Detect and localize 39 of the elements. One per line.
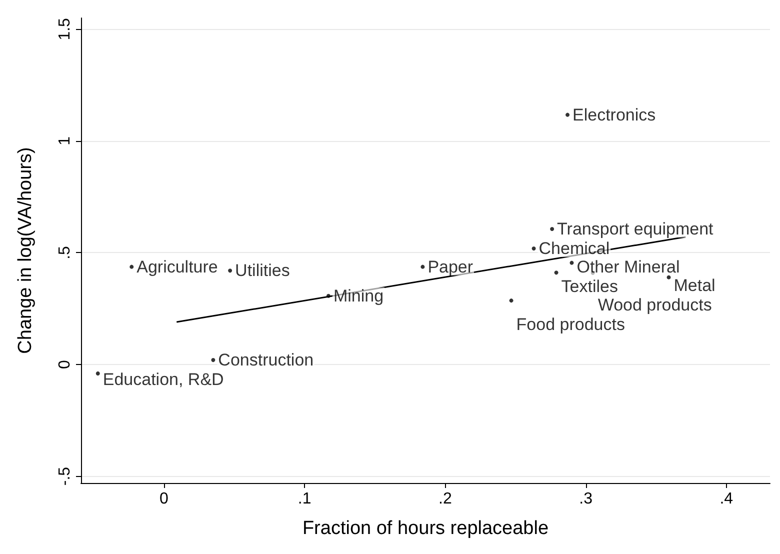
point (420, 264, 425, 269)
point (550, 227, 554, 232)
data-label: Metal (674, 276, 716, 295)
data-label: Chemical (538, 238, 610, 258)
data-label: Utilities (235, 261, 290, 280)
point (130, 264, 134, 269)
data-label: Mining (333, 286, 384, 306)
x-axis-title: Fraction of hours replaceable (302, 518, 549, 539)
data-label: Wood products (598, 295, 712, 314)
y-tick-label: 0 (56, 360, 74, 369)
point (554, 270, 558, 275)
y-tick-label: .5 (56, 246, 74, 260)
x-tick-label: .3 (579, 490, 593, 508)
data-label: Paper (428, 257, 474, 276)
data-label: Electronics (572, 105, 656, 124)
x-tick-label: .4 (720, 490, 734, 508)
y-tick-label: 1.5 (56, 18, 74, 40)
data-label: Construction (218, 350, 314, 370)
data-label: Education, R&D (102, 370, 224, 389)
data-label: Other Mineral (576, 257, 680, 276)
point (96, 371, 100, 376)
point (211, 358, 216, 362)
x-tick-label: 0 (160, 490, 169, 508)
point (666, 275, 671, 280)
data-label: Transport equipment (557, 220, 714, 239)
point (228, 268, 232, 273)
point (532, 246, 536, 250)
point (566, 112, 570, 117)
x-tick-label: .1 (298, 490, 312, 508)
x-tick-label: .2 (438, 490, 452, 508)
point (326, 294, 330, 298)
y-axis-title: Change in log(VA/hours) (15, 147, 36, 354)
y-tick-label: 1 (56, 136, 74, 146)
data-label: Agriculture (136, 257, 218, 276)
point (509, 298, 514, 303)
data-label: Food products (516, 315, 625, 334)
point (570, 260, 574, 265)
y-tick-label: -.5 (56, 466, 74, 486)
data-label: Textiles (561, 277, 618, 296)
